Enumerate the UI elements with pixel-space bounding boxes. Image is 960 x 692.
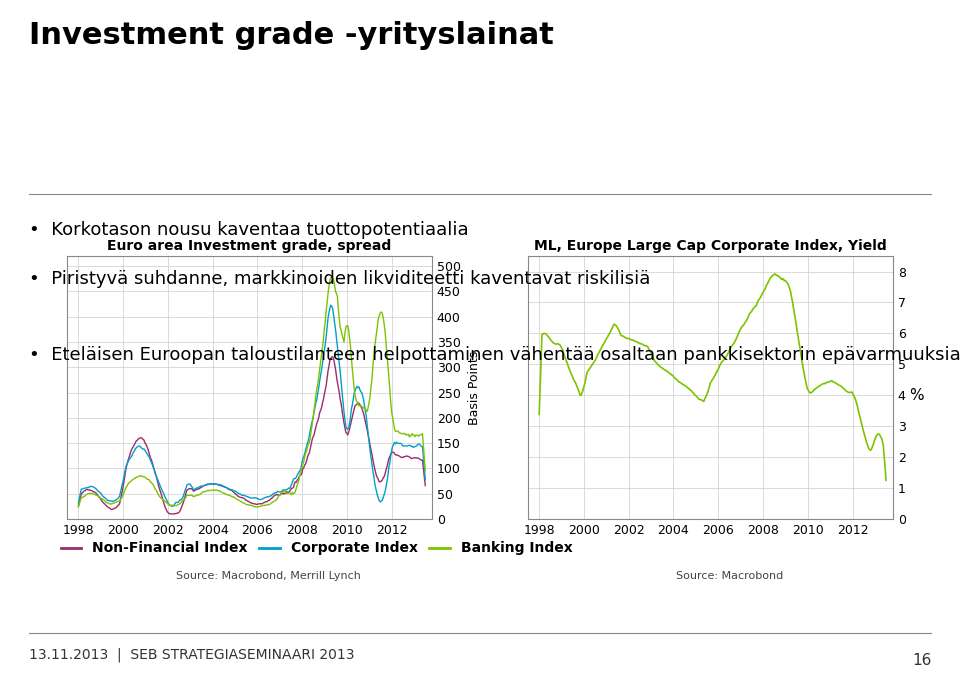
Title: ML, Europe Large Cap Corporate Index, Yield: ML, Europe Large Cap Corporate Index, Yi… xyxy=(534,239,887,253)
Y-axis label: Basis Points: Basis Points xyxy=(468,350,481,425)
Text: 16: 16 xyxy=(912,653,931,668)
Title: Euro area Investment grade, spread: Euro area Investment grade, spread xyxy=(108,239,392,253)
Text: •  Korkotason nousu kaventaa tuottopotentiaalia: • Korkotason nousu kaventaa tuottopotent… xyxy=(29,221,468,239)
Text: S|E|B: S|E|B xyxy=(819,649,876,669)
Y-axis label: %: % xyxy=(909,388,924,403)
Text: Source: Macrobond: Source: Macrobond xyxy=(676,571,783,581)
Text: 13.11.2013  |  SEB STRATEGIASEMINAARI 2013: 13.11.2013 | SEB STRATEGIASEMINAARI 2013 xyxy=(29,647,354,662)
Text: •  Piristyvä suhdanne, markkinoiden likviditeetti kaventavat riskilisiä: • Piristyvä suhdanne, markkinoiden likvi… xyxy=(29,270,650,288)
Legend: Non-Financial Index, Corporate Index, Banking Index: Non-Financial Index, Corporate Index, Ba… xyxy=(55,536,578,561)
Text: Investment grade -yrityslainat: Investment grade -yrityslainat xyxy=(29,21,554,50)
Text: •  Eteläisen Euroopan taloustilanteen helpottaminen vähentää osaltaan pankkisekt: • Eteläisen Euroopan taloustilanteen hel… xyxy=(29,346,960,364)
Text: Source: Macrobond, Merrill Lynch: Source: Macrobond, Merrill Lynch xyxy=(177,571,361,581)
